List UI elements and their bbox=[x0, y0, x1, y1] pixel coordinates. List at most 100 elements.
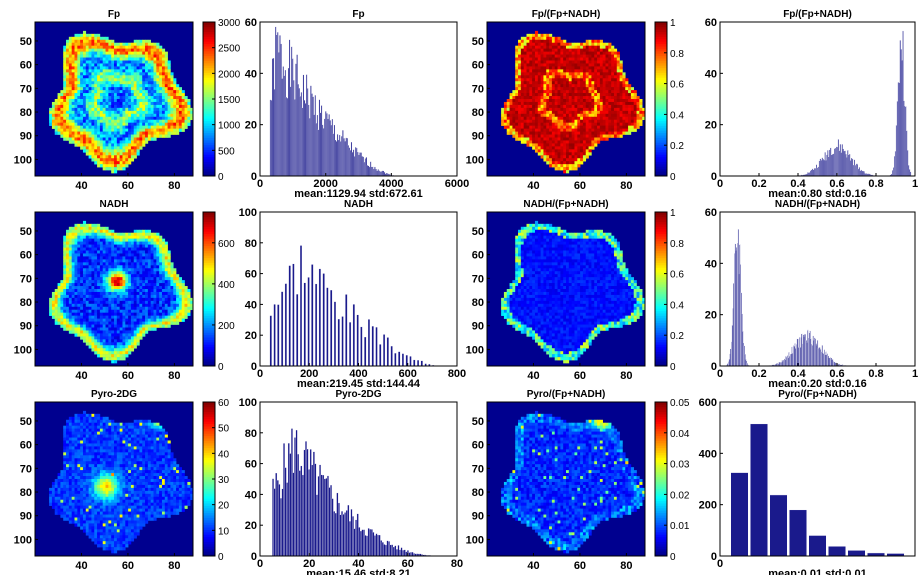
image-pixel bbox=[133, 42, 137, 46]
image-pixel bbox=[105, 161, 109, 165]
image-pixel bbox=[557, 96, 561, 100]
image-pixel bbox=[605, 131, 609, 135]
image-pixel bbox=[520, 39, 524, 44]
image-pixel bbox=[85, 119, 89, 123]
image-pixel bbox=[585, 149, 589, 153]
image-pixel bbox=[119, 69, 123, 73]
image-pixel bbox=[136, 283, 140, 287]
image-pixel bbox=[554, 48, 558, 52]
image-pixel bbox=[159, 69, 163, 73]
image-pixel bbox=[128, 244, 132, 248]
image-pixel bbox=[540, 33, 544, 38]
image-pixel bbox=[136, 63, 140, 67]
image-pixel bbox=[529, 110, 533, 115]
image-pixel bbox=[540, 48, 544, 52]
image-pixel bbox=[597, 78, 601, 82]
image-pixel bbox=[142, 303, 146, 308]
image-pixel bbox=[136, 289, 140, 293]
image-pixel bbox=[80, 99, 84, 103]
image-pixel bbox=[77, 259, 81, 263]
image-pixel bbox=[153, 66, 157, 70]
image-pixel bbox=[63, 48, 67, 52]
image-pixel bbox=[125, 137, 129, 141]
image-pixel bbox=[591, 125, 595, 129]
image-pixel bbox=[116, 143, 120, 147]
image-pixel bbox=[91, 131, 95, 135]
image-pixel bbox=[150, 268, 154, 272]
image-pixel bbox=[546, 48, 550, 52]
image-pixel bbox=[122, 113, 126, 118]
image-pixel bbox=[534, 81, 539, 85]
image-pixel bbox=[119, 235, 123, 239]
image-pixel bbox=[580, 149, 584, 153]
image-pixel bbox=[178, 300, 183, 305]
image-pixel bbox=[150, 300, 154, 305]
image-pixel bbox=[602, 42, 606, 46]
image-pixel bbox=[161, 66, 166, 70]
image-pixel bbox=[577, 66, 581, 70]
image-pixel bbox=[68, 283, 72, 287]
image-pixel bbox=[580, 57, 584, 61]
image-pixel bbox=[147, 286, 151, 290]
histogram-bar bbox=[819, 158, 821, 177]
image-pixel bbox=[147, 259, 151, 263]
image-pixel bbox=[145, 241, 149, 245]
image-pixel bbox=[80, 253, 84, 257]
image-pixel bbox=[597, 42, 601, 46]
image-pixel bbox=[77, 116, 81, 121]
image-pixel bbox=[563, 57, 567, 61]
image-pixel bbox=[108, 48, 112, 52]
image-pixel bbox=[181, 93, 185, 97]
histogram-bar bbox=[857, 168, 859, 177]
image-pixel bbox=[574, 140, 578, 144]
image-pixel bbox=[551, 39, 556, 44]
image-pixel bbox=[605, 87, 609, 91]
image-pixel bbox=[99, 113, 104, 118]
image-pixel bbox=[529, 42, 533, 46]
image-pixel bbox=[150, 119, 154, 123]
image-pixel bbox=[99, 289, 104, 293]
image-pixel bbox=[170, 104, 174, 109]
image-pixel bbox=[145, 291, 149, 296]
image-pixel bbox=[85, 271, 89, 275]
image-pixel bbox=[540, 75, 544, 79]
image-pixel bbox=[523, 137, 527, 141]
image-pixel bbox=[114, 104, 118, 109]
image-pixel bbox=[82, 137, 87, 141]
image-pixel bbox=[108, 116, 112, 121]
image-pixel bbox=[145, 280, 149, 284]
image-pixel bbox=[613, 93, 618, 97]
image-pixel bbox=[537, 39, 541, 44]
image-pixel bbox=[187, 116, 191, 121]
image-pixel bbox=[85, 128, 89, 132]
image-pixel bbox=[557, 134, 561, 138]
image-pixel bbox=[97, 66, 101, 70]
image-pixel bbox=[574, 75, 578, 79]
image-pixel bbox=[591, 143, 595, 147]
image-pixel bbox=[63, 57, 67, 61]
histogram-bar bbox=[327, 118, 329, 177]
image-pixel bbox=[608, 134, 612, 138]
image-pixel bbox=[532, 140, 536, 144]
image-pixel bbox=[568, 57, 572, 61]
image-pixel bbox=[63, 268, 67, 272]
image-pixel bbox=[568, 63, 572, 67]
colorbar-tick-label: 0.6 bbox=[670, 80, 684, 91]
image-pixel bbox=[520, 119, 524, 123]
image-pixel bbox=[133, 271, 137, 275]
image-pixel bbox=[80, 137, 84, 141]
histogram-bar bbox=[291, 46, 293, 177]
image-pixel bbox=[161, 60, 166, 64]
image-pixel bbox=[80, 235, 84, 239]
image-pixel bbox=[520, 75, 524, 79]
image-pixel bbox=[173, 306, 177, 311]
image-pixel bbox=[599, 57, 603, 61]
image-pixel bbox=[597, 45, 601, 49]
image-pixel bbox=[619, 90, 623, 94]
image-pixel bbox=[563, 66, 567, 70]
image-pixel bbox=[164, 60, 168, 64]
histogram-bar bbox=[861, 170, 863, 177]
image-pixel bbox=[105, 96, 109, 100]
image-pixel bbox=[122, 93, 126, 97]
image-pixel bbox=[88, 87, 92, 91]
